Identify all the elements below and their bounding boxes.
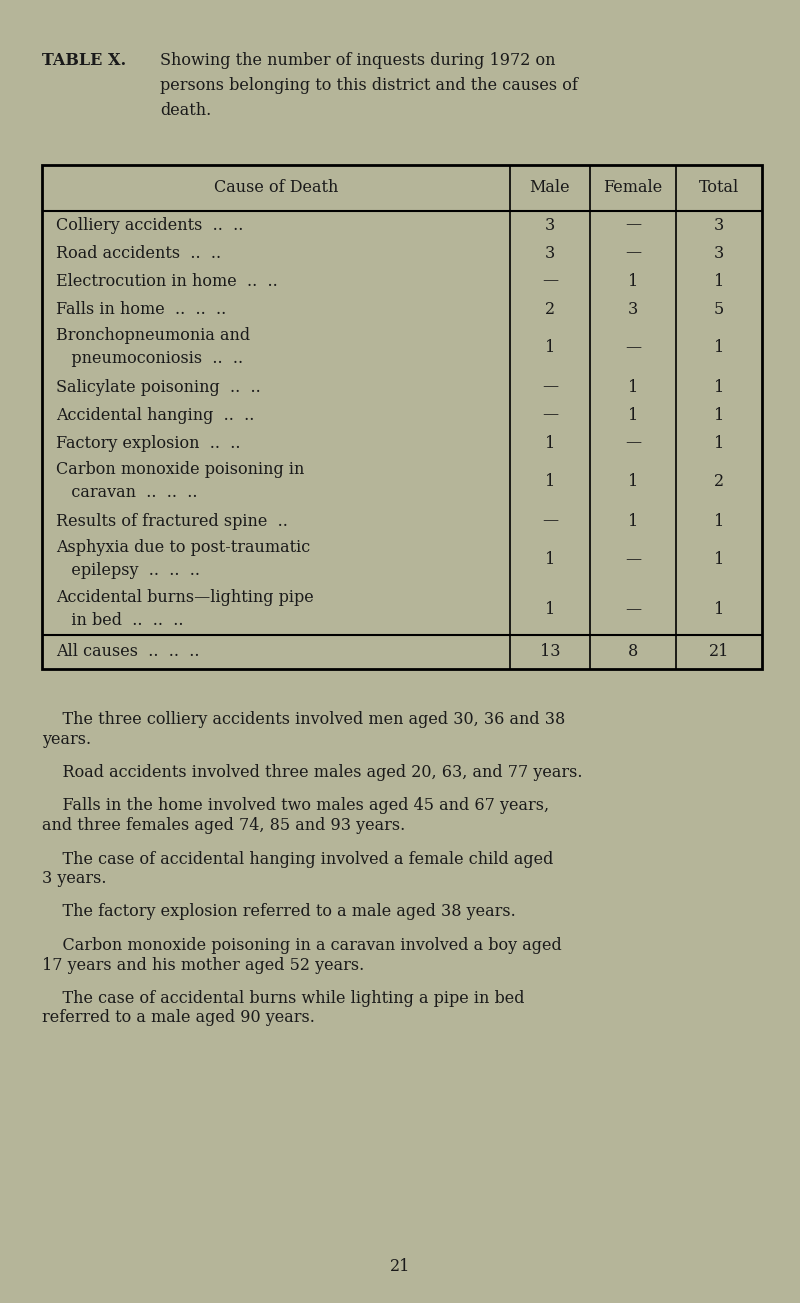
Text: 1: 1 xyxy=(545,551,555,568)
Text: Female: Female xyxy=(603,180,662,197)
Text: The three colliery accidents involved men aged 30, 36 and 38: The three colliery accidents involved me… xyxy=(42,711,566,728)
Text: 3: 3 xyxy=(545,245,555,262)
Text: —: — xyxy=(625,216,641,233)
Text: 1: 1 xyxy=(628,407,638,423)
Text: —: — xyxy=(625,602,641,619)
Text: —: — xyxy=(625,551,641,568)
Text: 13: 13 xyxy=(540,644,560,661)
Text: The factory explosion referred to a male aged 38 years.: The factory explosion referred to a male… xyxy=(42,903,516,920)
Text: 1: 1 xyxy=(628,473,638,490)
Text: 1: 1 xyxy=(545,473,555,490)
Text: Showing the number of inquests during 1972 on
persons belonging to this district: Showing the number of inquests during 19… xyxy=(160,52,578,119)
Text: 1: 1 xyxy=(714,340,724,357)
Text: 1: 1 xyxy=(628,512,638,529)
Text: 17 years and his mother aged 52 years.: 17 years and his mother aged 52 years. xyxy=(42,956,364,973)
Text: Salicylate poisoning  ..  ..: Salicylate poisoning .. .. xyxy=(56,378,261,396)
Text: 2: 2 xyxy=(545,301,555,318)
Text: Falls in home  ..  ..  ..: Falls in home .. .. .. xyxy=(56,301,226,318)
Text: 3 years.: 3 years. xyxy=(42,870,106,887)
Text: Factory explosion  ..  ..: Factory explosion .. .. xyxy=(56,434,241,452)
Text: Road accidents  ..  ..: Road accidents .. .. xyxy=(56,245,221,262)
Text: and three females aged 74, 85 and 93 years.: and three females aged 74, 85 and 93 yea… xyxy=(42,817,406,834)
Text: Falls in the home involved two males aged 45 and 67 years,: Falls in the home involved two males age… xyxy=(42,797,549,814)
Text: —: — xyxy=(625,434,641,452)
Text: Asphyxia due to post-traumatic
   epilepsy  ..  ..  ..: Asphyxia due to post-traumatic epilepsy … xyxy=(56,539,310,579)
Text: 1: 1 xyxy=(714,512,724,529)
Text: 8: 8 xyxy=(628,644,638,661)
Text: Carbon monoxide poisoning in
   caravan  ..  ..  ..: Carbon monoxide poisoning in caravan .. … xyxy=(56,461,304,500)
Text: 3: 3 xyxy=(714,216,724,233)
Text: 1: 1 xyxy=(714,602,724,619)
Text: Colliery accidents  ..  ..: Colliery accidents .. .. xyxy=(56,216,243,233)
Text: 21: 21 xyxy=(709,644,729,661)
Text: Accidental burns—lighting pipe
   in bed  ..  ..  ..: Accidental burns—lighting pipe in bed ..… xyxy=(56,589,314,629)
Text: referred to a male aged 90 years.: referred to a male aged 90 years. xyxy=(42,1010,315,1027)
Text: Total: Total xyxy=(699,180,739,197)
Text: Accidental hanging  ..  ..: Accidental hanging .. .. xyxy=(56,407,254,423)
Text: —: — xyxy=(542,378,558,396)
Text: 1: 1 xyxy=(628,272,638,289)
Text: The case of accidental hanging involved a female child aged: The case of accidental hanging involved … xyxy=(42,851,554,868)
Text: 1: 1 xyxy=(545,434,555,452)
Text: 3: 3 xyxy=(714,245,724,262)
Text: —: — xyxy=(625,245,641,262)
Text: —: — xyxy=(542,512,558,529)
Text: 1: 1 xyxy=(714,551,724,568)
Text: Bronchopneumonia and
   pneumoconiosis  ..  ..: Bronchopneumonia and pneumoconiosis .. .… xyxy=(56,327,250,367)
Text: 1: 1 xyxy=(714,434,724,452)
Text: Male: Male xyxy=(530,180,570,197)
Text: Results of fractured spine  ..: Results of fractured spine .. xyxy=(56,512,288,529)
Text: 21: 21 xyxy=(390,1257,410,1276)
Text: Electrocution in home  ..  ..: Electrocution in home .. .. xyxy=(56,272,278,289)
Text: —: — xyxy=(625,340,641,357)
Text: —: — xyxy=(542,407,558,423)
Text: 1: 1 xyxy=(714,378,724,396)
Text: —: — xyxy=(542,272,558,289)
Text: 1: 1 xyxy=(714,272,724,289)
Text: 3: 3 xyxy=(545,216,555,233)
Text: 5: 5 xyxy=(714,301,724,318)
Text: years.: years. xyxy=(42,731,91,748)
Text: TABLE X.: TABLE X. xyxy=(42,52,126,69)
Bar xyxy=(42,165,762,668)
Text: 3: 3 xyxy=(628,301,638,318)
Text: Road accidents involved three males aged 20, 63, and 77 years.: Road accidents involved three males aged… xyxy=(42,764,582,780)
Text: Cause of Death: Cause of Death xyxy=(214,180,338,197)
Text: The case of accidental burns while lighting a pipe in bed: The case of accidental burns while light… xyxy=(42,990,525,1007)
Text: 1: 1 xyxy=(714,407,724,423)
Text: Carbon monoxide poisoning in a caravan involved a boy aged: Carbon monoxide poisoning in a caravan i… xyxy=(42,937,562,954)
Text: All causes  ..  ..  ..: All causes .. .. .. xyxy=(56,644,199,661)
Text: 2: 2 xyxy=(714,473,724,490)
Text: 1: 1 xyxy=(628,378,638,396)
Text: 1: 1 xyxy=(545,340,555,357)
Text: 1: 1 xyxy=(545,602,555,619)
